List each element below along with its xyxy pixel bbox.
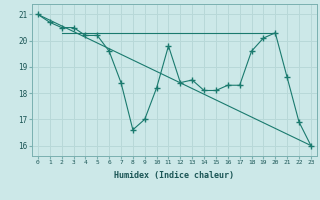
X-axis label: Humidex (Indice chaleur): Humidex (Indice chaleur) <box>115 171 234 180</box>
